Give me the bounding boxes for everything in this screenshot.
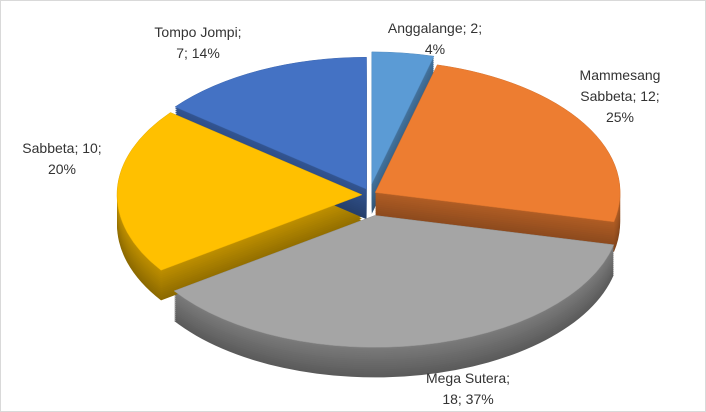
data-label-line: 25% xyxy=(606,109,634,125)
data-label: Mammesang Sabbeta; 12; 25% xyxy=(580,67,661,125)
data-label-line: Sabbeta; 10; xyxy=(22,140,101,156)
slice xyxy=(174,56,367,190)
data-label: Sabbeta; 10; 20% xyxy=(22,140,101,177)
data-label-line: Mammesang xyxy=(580,67,661,83)
slice xyxy=(374,64,621,223)
data-label: Tompo Jompi; 7; 14% xyxy=(154,24,241,61)
data-label-line: 18; 37% xyxy=(442,391,493,407)
data-label-line: 7; 14% xyxy=(176,45,220,61)
data-label-line: Tompo Jompi; xyxy=(154,24,241,40)
data-label-line: 20% xyxy=(48,161,76,177)
data-label-line: Mega Sutera; xyxy=(426,370,510,386)
data-label-line: Anggalange; 2; xyxy=(388,20,482,36)
slice xyxy=(116,112,363,271)
slice xyxy=(371,51,435,185)
data-label: Anggalange; 2; 4% xyxy=(388,20,482,57)
data-label-line: 4% xyxy=(425,41,445,57)
slice xyxy=(173,215,615,348)
data-label: Mega Sutera; 18; 37% xyxy=(426,370,510,407)
data-label-line: Sabbeta; 12; xyxy=(580,88,659,104)
